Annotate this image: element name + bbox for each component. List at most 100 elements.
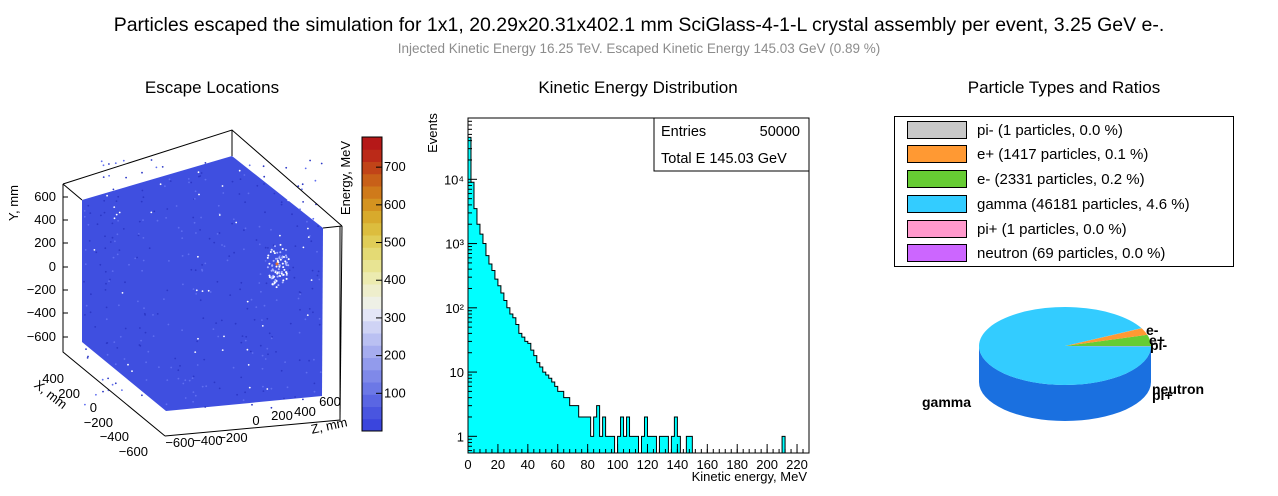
x-tick-label: 160	[696, 457, 718, 472]
scatter-point	[318, 323, 321, 326]
y-tick-label: 10³	[445, 237, 464, 252]
scatter-point	[255, 239, 258, 241]
scatter-point	[279, 251, 282, 254]
scatter-point	[170, 366, 173, 369]
colorbar-segment	[362, 406, 382, 420]
legend-swatch	[907, 170, 967, 188]
colorbar-segment	[362, 308, 382, 322]
y-tick-label: 600	[34, 189, 56, 204]
scatter-point	[218, 387, 221, 390]
scatter-point	[215, 322, 218, 324]
scatter-point	[90, 293, 92, 296]
scatter-point	[266, 266, 269, 269]
scatter-point	[310, 240, 313, 243]
x-tick-label: −200	[84, 415, 113, 430]
scatter-point	[238, 169, 241, 172]
colorbar	[362, 137, 382, 432]
scatter-point	[280, 272, 283, 275]
scatter-point	[301, 188, 303, 191]
x-axis-label: Kinetic energy, MeV	[692, 469, 808, 484]
scatter-point	[103, 211, 106, 214]
z-tick-label: −600	[165, 435, 194, 450]
scatter-point	[248, 164, 251, 167]
scatter-point	[205, 385, 208, 388]
scatter-point	[113, 217, 116, 220]
y-tick-label: 0	[49, 259, 56, 274]
scatter-point	[233, 251, 236, 254]
stats-entries-label: Entries	[661, 124, 706, 140]
legend-entry: e- (2331 particles, 0.2 %)	[907, 169, 1145, 189]
scatter-point	[267, 247, 269, 249]
scatter-point	[240, 341, 243, 344]
scatter-point	[196, 340, 199, 343]
scatter-point	[317, 270, 320, 273]
scatter-point	[239, 178, 242, 180]
scatter-point	[281, 262, 284, 265]
scatter-point	[144, 314, 147, 316]
scatter-point	[263, 183, 265, 185]
scatter-point	[150, 159, 153, 161]
scatter-point	[208, 237, 211, 240]
scatter-point	[320, 162, 323, 165]
scatter-point	[198, 175, 200, 178]
scatter-point	[181, 237, 184, 240]
x-tick-label: 400	[42, 371, 64, 386]
scatter-point	[248, 386, 251, 389]
scatter-point	[267, 353, 269, 356]
scatter-point	[316, 250, 318, 253]
x-tick-label: 60	[551, 457, 565, 472]
colorbar-tick-label: 700	[384, 159, 406, 174]
scatter-point	[309, 235, 311, 237]
scatter-point	[111, 383, 114, 386]
scatter-point	[313, 390, 316, 393]
scatter-point	[272, 259, 275, 262]
scatter-point	[143, 307, 145, 310]
scatter-point	[298, 331, 301, 334]
scatter-point	[116, 347, 119, 349]
scatter-point	[301, 183, 304, 186]
scatter-point	[165, 403, 168, 406]
scatter-point	[108, 163, 110, 165]
scatter-point	[218, 214, 221, 216]
scatter-point	[262, 390, 265, 392]
kinetic-energy-chart: 0 20 40 60 80 100 120 140 160 180 200 220 1 10 10² 10³…	[425, 113, 810, 484]
scatter-point	[136, 256, 139, 259]
scatter-point	[159, 183, 162, 186]
scatter-point	[241, 335, 244, 337]
scatter-point	[125, 176, 127, 179]
pie-slices	[979, 306, 1152, 421]
y-tick-labels: 600 400 200 0 −200 −400 −600	[27, 189, 68, 344]
scatter-point	[270, 249, 273, 252]
scatter-point	[192, 375, 195, 378]
scatter-point	[108, 174, 110, 177]
scatter-point	[166, 289, 169, 292]
scatter-point	[142, 196, 145, 199]
scatter-point	[218, 232, 221, 234]
scatter-point	[127, 363, 129, 366]
scatter-point	[270, 337, 273, 340]
scatter-point	[275, 265, 278, 268]
scatter-point	[216, 233, 219, 235]
scatter-point	[167, 323, 170, 326]
scatter-point	[87, 204, 90, 207]
scatter-point	[114, 240, 116, 243]
scatter-point	[142, 259, 145, 262]
scatter-point	[204, 162, 207, 164]
scatter-point	[184, 379, 187, 382]
scatter-point	[209, 291, 212, 293]
scatter-point	[223, 245, 226, 248]
colorbar-segment	[362, 210, 382, 224]
scatter-point	[264, 211, 266, 214]
scatter-point	[113, 206, 116, 208]
scatter-point	[124, 327, 127, 330]
scatter-point	[318, 278, 321, 281]
stats-entries-value: 50000	[760, 124, 800, 140]
scatter-point	[267, 254, 270, 257]
scatter-point	[229, 294, 232, 296]
scatter-point	[182, 382, 185, 385]
scatter-point	[287, 264, 290, 267]
scatter-point	[266, 388, 269, 390]
scatter-point	[285, 248, 287, 251]
x-tick-label: 200	[58, 386, 80, 401]
